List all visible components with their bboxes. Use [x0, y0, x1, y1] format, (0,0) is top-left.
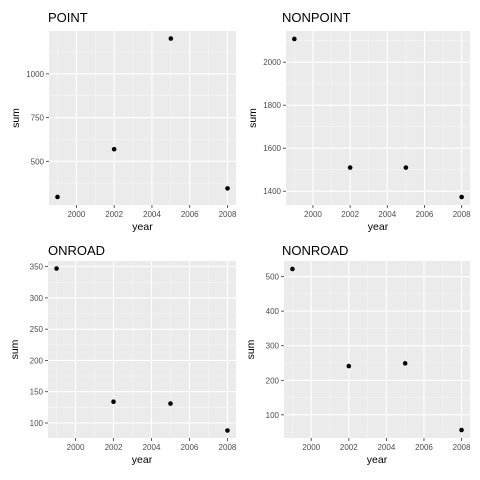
panel-point-y-axis-title: sum	[10, 108, 22, 128]
panel-onroad-y-axis-title: sum	[9, 339, 21, 359]
panel-nonpoint-x-tick-label: 2002	[341, 210, 359, 219]
panel-nonroad-data-point	[290, 266, 295, 272]
panel-nonpoint-x-tick-label: 2004	[378, 210, 396, 219]
panel-point-data-point	[55, 194, 60, 200]
panel-point-y-tick-label: 1000	[26, 70, 44, 79]
panel-nonroad-y-tick-label: 100	[266, 411, 280, 420]
panel-point-x-tick-label: 2004	[143, 210, 161, 219]
panel-nonroad-title: NONROAD	[282, 243, 348, 258]
panel-nonpoint-data-point	[292, 36, 297, 42]
panel-nonroad-data-point	[459, 427, 464, 433]
panel-onroad: 2000 2002 2004 2006 2008 100 150 200 250 300 350 ON…	[9, 243, 237, 466]
panel-nonpoint-x-tick-label: 2008	[453, 210, 471, 219]
panel-nonroad-data-point	[402, 361, 408, 366]
panel-nonpoint-plot-background	[286, 31, 470, 205]
panel-nonroad-x-tick-label: 2008	[453, 443, 471, 452]
panel-point-x-tick-label: 2002	[105, 210, 123, 219]
panel-onroad-title: ONROAD	[48, 243, 105, 258]
panel-onroad-data-point	[54, 266, 59, 271]
panel-nonpoint-title: NONPOINT	[282, 10, 351, 25]
panel-nonpoint-y-tick-label: 2000	[263, 58, 281, 67]
panel-nonroad-plot-background	[284, 261, 470, 438]
panel-point-title: POINT	[48, 10, 88, 25]
panel-onroad-data-point	[225, 428, 230, 433]
panel-onroad-x-tick-label: 2008	[219, 443, 237, 452]
panel-onroad-y-tick-label: 100	[30, 419, 44, 428]
panel-onroad-x-tick-label: 2004	[143, 443, 161, 452]
panel-nonroad-data-point	[346, 363, 352, 369]
panel-nonroad-x-tick-label: 2002	[340, 443, 358, 452]
panel-onroad-data-point	[111, 399, 116, 405]
panel-onroad-x-axis-title: year	[132, 454, 153, 466]
panel-onroad-x-tick-label: 2000	[67, 443, 85, 452]
panel-point-y-tick-label: 500	[31, 157, 45, 166]
panel-nonpoint-y-tick-label: 1400	[263, 187, 281, 196]
panel-nonpoint-x-tick-label: 2000	[304, 210, 322, 219]
panel-nonroad-y-tick-label: 500	[266, 273, 280, 282]
panel-nonpoint-data-point	[403, 165, 409, 170]
panel-point-x-tick-label: 2000	[67, 210, 85, 219]
panel-onroad-x-tick-label: 2006	[181, 443, 199, 452]
panel-nonroad-x-axis-title: year	[367, 454, 388, 466]
panel-nonroad-y-tick-label: 400	[266, 307, 280, 316]
panel-nonpoint-y-tick-label: 1600	[263, 144, 281, 153]
panel-nonpoint-y-tick-label: 1800	[263, 101, 281, 110]
panel-nonroad-x-tick-label: 2004	[377, 443, 395, 452]
panel-point-data-point	[225, 186, 230, 191]
panel-nonroad-y-tick-label: 200	[266, 376, 280, 385]
panel-nonpoint-x-tick-label: 2006	[416, 210, 434, 219]
panel-point-data-point	[168, 36, 174, 41]
panel-point-y-tick-label: 750	[31, 114, 45, 123]
panel-nonpoint-data-point	[459, 194, 464, 200]
panel-nonroad-x-tick-label: 2000	[302, 443, 320, 452]
panel-nonroad-x-tick-label: 2006	[415, 443, 433, 452]
panel-nonpoint-y-axis-title: sum	[247, 108, 259, 128]
panel-point: 2000 2002 2004 2006 2008 500 750 1000 POINT year s…	[10, 10, 237, 233]
panel-onroad-plot-background	[48, 261, 236, 438]
panel-nonpoint-data-point	[347, 165, 353, 170]
panel-point-x-tick-label: 2006	[181, 210, 199, 219]
panel-onroad-y-tick-label: 300	[30, 294, 44, 303]
panel-nonroad-y-tick-label: 300	[266, 342, 280, 351]
panel-onroad-y-tick-label: 200	[30, 356, 44, 365]
panel-nonroad: 2000 2002 2004 2006 2008 100 200 300 400 500 NONRO…	[245, 243, 471, 466]
panel-nonpoint-x-axis-title: year	[368, 221, 389, 233]
panel-onroad-x-tick-label: 2002	[105, 443, 123, 452]
panel-onroad-data-point	[168, 401, 173, 406]
panel-onroad-y-tick-label: 250	[30, 325, 44, 334]
panel-nonroad-y-axis-title: sum	[245, 339, 257, 359]
panel-point-x-axis-title: year	[132, 221, 153, 233]
panel-point-data-point	[111, 146, 117, 152]
panel-onroad-y-tick-label: 350	[30, 263, 44, 272]
panel-onroad-y-tick-label: 150	[30, 388, 44, 397]
panel-nonpoint: 2000 2002 2004 2006 2008 1400 1600 1800 2000 NONP…	[247, 10, 471, 233]
panel-point-x-tick-label: 2008	[219, 210, 237, 219]
